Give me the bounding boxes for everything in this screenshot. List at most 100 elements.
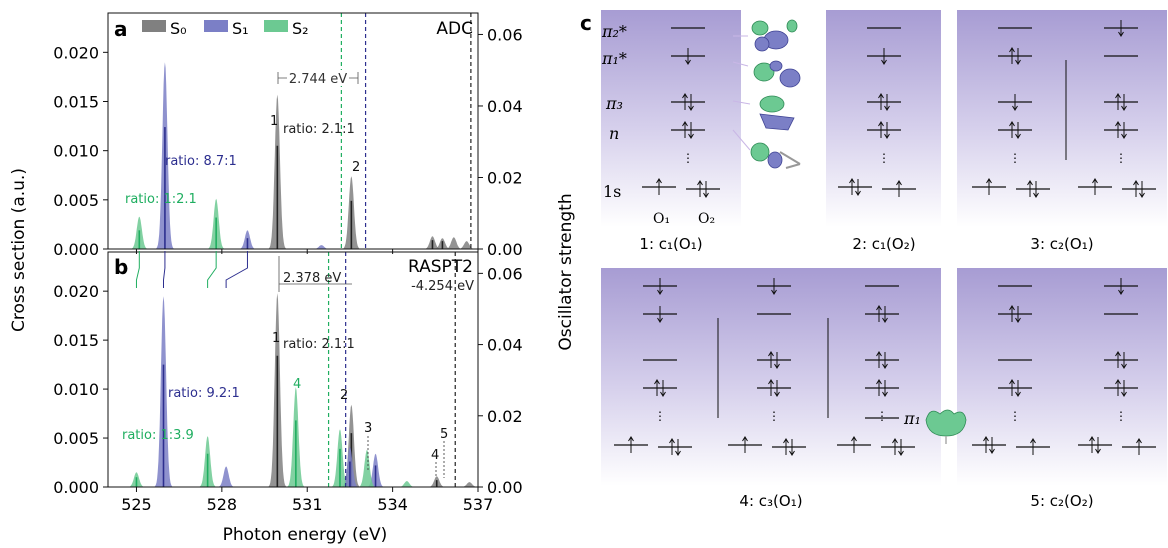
ellipsis-c1: ⋮ <box>682 151 694 165</box>
peak-label-4-b: 4 <box>431 448 439 463</box>
orbital-label-pi3: π₃ <box>605 94 623 113</box>
xtick-label-3: 534 <box>377 495 408 514</box>
electron-head-c2-3-0 <box>878 121 884 127</box>
legend-label-s1: S₁ <box>232 19 249 38</box>
electron-head-c3b-2-1 <box>1121 105 1127 111</box>
peak-label-4-green: 4 <box>293 377 301 392</box>
gap-label-a: 2.744 eV <box>289 72 347 87</box>
ylabel-right: Oscillator strength <box>556 193 576 350</box>
ytick-label-b-0: 0.000 <box>53 478 99 497</box>
legend-swatch-s2 <box>264 20 288 32</box>
shift-connector-2 <box>207 251 217 288</box>
peak-a-s1-2 <box>311 245 332 249</box>
electron-head-c2-2-1 <box>884 105 890 111</box>
electron-head-c5b-1s2-0 <box>1136 438 1142 444</box>
electron-head-c1-1s2-0 <box>697 180 703 186</box>
electron-head-c4b-3-1 <box>774 391 780 397</box>
electron-head-c1-3-0 <box>682 121 688 127</box>
orbital-isosurface-pi3-icon <box>759 95 795 131</box>
caption-2: 2: c₁(O₂) <box>852 235 915 253</box>
ratio-s2-b: ratio: 1:3.9 <box>122 428 194 443</box>
electron-head-c3b-0-0 <box>1118 31 1124 37</box>
electron-head-c4b-1s2-0 <box>783 438 789 444</box>
electron-head-c4b-2-0 <box>768 351 774 357</box>
config-box-3 <box>957 10 1167 227</box>
plot-a: 0.000 0.005 0.010 0.015 0.020 0.00 0.02 0.04 0.0… <box>53 12 523 259</box>
electron-head-c3a-3-1 <box>1015 133 1021 139</box>
ylabel-left: Cross section (a.u.) <box>9 168 29 332</box>
shift-label-b: -4.254 eV <box>411 279 474 294</box>
orbital-label-1s: 1s <box>603 182 621 201</box>
electron-head-c4a-1s1-0 <box>628 436 634 442</box>
electron-head-c4a-1-0 <box>657 317 663 323</box>
ytick-right-label-b-1: 0.02 <box>487 407 523 426</box>
electron-head-c4c-2-0 <box>876 351 882 357</box>
ytick-label-b-1: 0.005 <box>53 429 99 448</box>
chart-area: 0.0000.0050.0100.0150.0200.000.020.040.0… <box>53 12 523 514</box>
electron-head-c2-3-1 <box>884 133 890 139</box>
panel-letter-b: b <box>114 255 128 279</box>
electron-head-c2-1s1-1 <box>855 190 861 196</box>
orbital-label-pi1: π₁* <box>601 49 627 68</box>
legend-swatch-s0 <box>142 20 166 32</box>
electron-head-c4b-1s1-0 <box>742 436 748 442</box>
orbital-levels: ⋮ ⋮ ⋮ ⋮ ⋮ ⋮ ⋮ ⋮ ⋮ <box>614 20 1156 456</box>
legend-label-s2: S₂ <box>292 19 309 38</box>
electron-head-c4a-1s2-0 <box>669 438 675 444</box>
xlabel: Photon energy (eV) <box>223 525 388 544</box>
electron-head-c1-2-0 <box>682 93 688 99</box>
peak-b-s1-1 <box>215 466 237 487</box>
electron-head-c3b-1s2-0 <box>1133 180 1139 186</box>
ratio-s1-b: ratio: 9.2:1 <box>168 386 240 401</box>
shift-connector-3 <box>225 251 248 288</box>
electron-head-c5a-3-1 <box>1015 391 1021 397</box>
electron-head-c1-2-1 <box>688 105 694 111</box>
orbital-label-pi1-inset: π₁ <box>903 409 921 428</box>
electron-head-c4c-3-1 <box>882 391 888 397</box>
plot-frame-b <box>107 251 479 488</box>
ytick-right-label-a-1: 0.02 <box>487 168 523 187</box>
annotations-b: 2.378 eV -4.254 eV ratio: 2.1:1 ratio: 9… <box>122 256 474 478</box>
electron-head-c5b-1s1-0 <box>1089 436 1095 442</box>
electron-head-c4b-1s2-1 <box>789 450 795 456</box>
atom-label-o2: O₂ <box>698 211 715 227</box>
config-box-5 <box>957 268 1167 486</box>
electron-head-c2-1s1-0 <box>849 178 855 184</box>
electron-head-c5b-2-1 <box>1121 363 1127 369</box>
orbital-isosurface-pi2-icon <box>751 19 798 52</box>
panel-c: ⋮ ⋮ ⋮ ⋮ ⋮ ⋮ ⋮ ⋮ ⋮ π₂* π₁* π₃ n 1s O₁ O₂ π₁ 1: c₁… <box>601 10 1167 510</box>
peak-label-3-b: 3 <box>364 421 372 436</box>
plot-b: 0.000 0.005 0.010 0.015 0.020 0.00 0.02 0.04 0.0… <box>53 251 523 514</box>
ytick-right-label-a-0: 0.00 <box>487 240 523 259</box>
electron-head-c3b-1s2-1 <box>1139 192 1145 198</box>
legend: S₀ S₁ S₂ <box>142 19 309 38</box>
peak-label-1-a: 1 <box>270 114 278 129</box>
electron-head-c5a-1s2-0 <box>1030 438 1036 444</box>
ellipsis-c4c: ⋮ <box>876 409 888 423</box>
orbital-isosurface-pi1-inset-icon <box>925 409 967 444</box>
electron-head-c2-2-0 <box>878 93 884 99</box>
ratio-s0-a: ratio: 2.1:1 <box>283 122 355 137</box>
xtick-label-0: 525 <box>121 495 152 514</box>
electron-head-c4c-2-1 <box>882 363 888 369</box>
electron-head-c5a-1-0 <box>1009 305 1015 311</box>
electron-head-c4c-1s1-0 <box>851 436 857 442</box>
orbital-label-pi2: π₂* <box>601 22 627 41</box>
orbital-isosurface-pi1-icon <box>753 60 801 88</box>
electron-head-c5b-0-0 <box>1118 289 1124 295</box>
orbital-label-n: n <box>609 124 619 143</box>
annotations-a: 2.744 eV ratio: 2.1:1 ratio: 8.7:1 ratio… <box>125 70 360 207</box>
shift-connector-1 <box>163 251 166 288</box>
ellipsis-c4a: ⋮ <box>654 409 666 423</box>
caption-1: 1: c₁(O₁) <box>639 235 702 253</box>
panel-letter-c: c <box>580 11 592 35</box>
electron-head-c3a-1-0 <box>1009 47 1015 53</box>
electron-head-c5a-1-1 <box>1015 317 1021 323</box>
ellipsis-c5b: ⋮ <box>1115 409 1127 423</box>
peak-b-s2-4 <box>356 449 378 487</box>
ytick-label-a-0: 0.000 <box>53 240 99 259</box>
ytick-right-label-b-0: 0.00 <box>487 478 523 497</box>
ytick-right-label-a-3: 0.06 <box>487 25 523 44</box>
peak-label-5-b: 5 <box>440 427 448 442</box>
